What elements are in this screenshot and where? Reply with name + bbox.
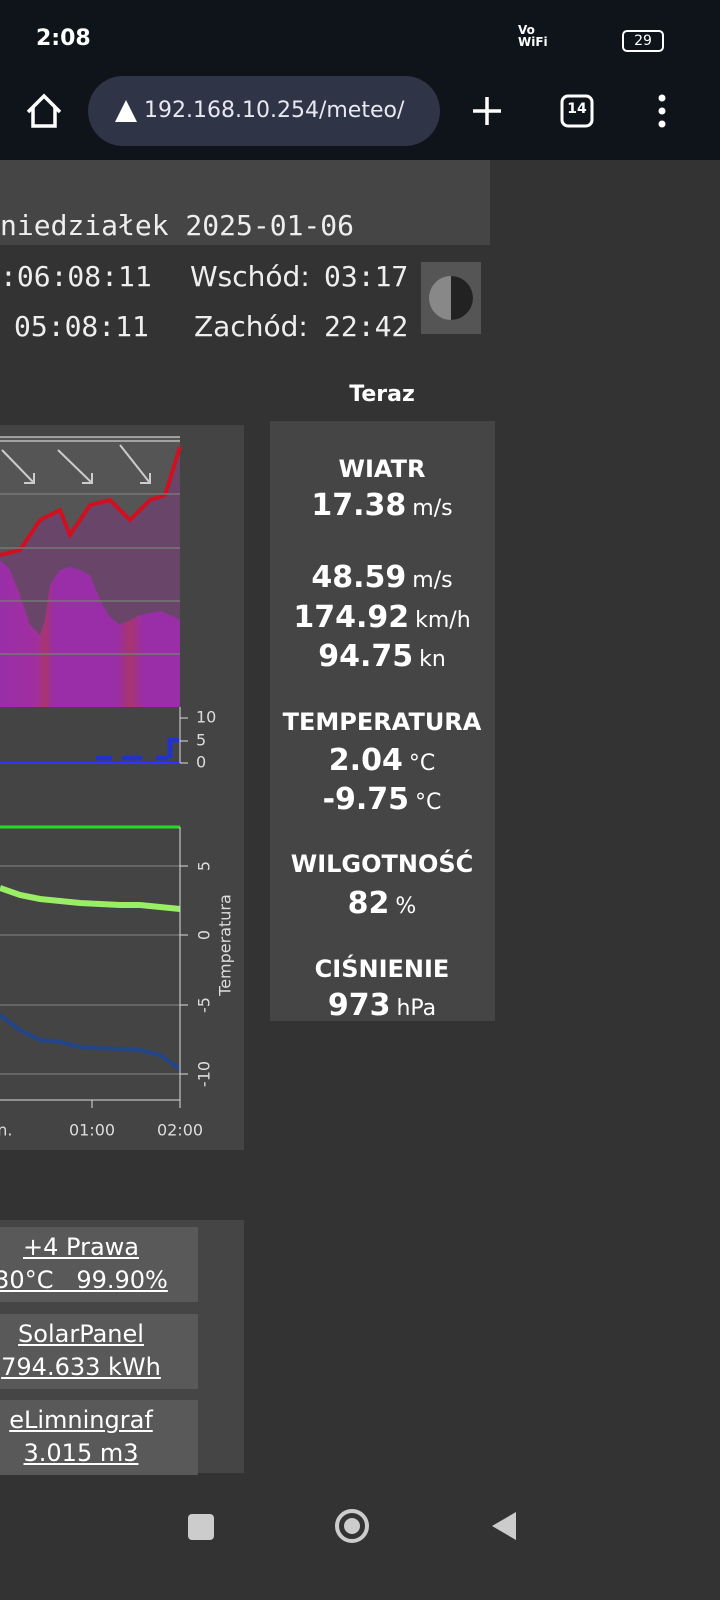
- unit: km/h: [415, 608, 471, 633]
- link-title[interactable]: SolarPanel: [18, 1319, 144, 1348]
- temp-tick-label: 5: [195, 861, 214, 871]
- recents-button[interactable]: [188, 1514, 214, 1540]
- temp-tick-label: 0: [195, 930, 214, 940]
- link-value[interactable]: 3.015 m3: [23, 1439, 139, 1467]
- url-bar[interactable]: [88, 76, 440, 146]
- value-row: 174.92 km/h: [293, 600, 470, 635]
- value-row: 94.75 kn: [318, 639, 446, 674]
- link-box: [0, 1400, 198, 1475]
- battery: 29: [622, 30, 664, 52]
- link-value[interactable]: 30°C 99.90%: [0, 1266, 168, 1294]
- date: niedziałek 2025-01-06: [0, 209, 355, 242]
- sunrise-time: 03:17: [324, 260, 409, 293]
- url-text[interactable]: 192.168.10.254/meteo/: [144, 98, 405, 123]
- group-label: TEMPERATURA: [282, 708, 482, 736]
- value: 17.38: [311, 488, 407, 523]
- unit: %: [395, 894, 417, 919]
- warning-icon: [115, 100, 137, 122]
- nav-bar: [188, 1509, 516, 1543]
- value-row: 2.04 °C: [329, 743, 435, 778]
- home-button[interactable]: [335, 1509, 369, 1543]
- tabs-icon[interactable]: [560, 94, 594, 128]
- value-row: 82%: [348, 886, 417, 921]
- unit: kn: [419, 647, 446, 672]
- back-button[interactable]: [492, 1512, 516, 1540]
- unit: hPa: [396, 996, 437, 1021]
- value: 94.75: [318, 639, 414, 674]
- moon-box: [421, 262, 481, 334]
- value: 2.04: [328, 743, 403, 778]
- value-row: 17.38 m/s: [311, 488, 452, 523]
- unit: m/s: [412, 496, 453, 521]
- network-bottom: WiFi: [518, 35, 548, 49]
- sunrise-label: Wschód:: [190, 260, 310, 293]
- current-panel: [270, 421, 495, 1021]
- temp-tick-label: -5: [195, 997, 214, 1013]
- time-row-1: :06:08:11: [0, 260, 152, 293]
- panel-title: Teraz: [349, 382, 415, 407]
- group-label: CIŚNIENIE: [314, 955, 450, 983]
- value: 82: [347, 886, 390, 921]
- rain-tick-label: 5: [196, 731, 206, 750]
- value-row: 48.59 m/s: [311, 560, 452, 595]
- value: -9.75: [322, 782, 410, 817]
- menu-dot[interactable]: [658, 94, 666, 102]
- sunset-label: Zachód:: [194, 310, 308, 343]
- network-label: Vo WiFi: [518, 24, 548, 48]
- menu-dot[interactable]: [658, 120, 666, 128]
- link-title[interactable]: +4 Prawa: [23, 1233, 139, 1261]
- home-icon[interactable]: [26, 93, 62, 128]
- rain-tick-label: 0: [196, 753, 206, 772]
- value: 973: [327, 988, 391, 1023]
- browser-icons: [26, 76, 666, 146]
- menu-dot[interactable]: [658, 107, 666, 115]
- group-label: WILGOTNOŚĆ: [290, 850, 474, 878]
- unit: m/s: [412, 568, 453, 593]
- value-row: -9.75 °C: [323, 782, 442, 817]
- clock-box: [0, 160, 490, 245]
- value-row: 973 hPa: [328, 988, 436, 1023]
- value: 174.92: [293, 600, 410, 635]
- x-tick-label: 02:00: [157, 1121, 203, 1140]
- unit: °C: [408, 751, 436, 776]
- charts: 10 5 0 5 0 -5 -10 Temperatura on. 01:00 02:00: [0, 425, 244, 1150]
- tab-count[interactable]: 14: [567, 101, 587, 117]
- temp-tick-label: -10: [195, 1061, 214, 1087]
- x-tick-label: on.: [0, 1121, 13, 1140]
- temp-axis-title: Temperatura: [216, 894, 235, 997]
- network-top: Vo: [518, 23, 535, 37]
- link-value[interactable]: 794.633 kWh: [1, 1352, 161, 1381]
- value: 48.59: [311, 560, 407, 595]
- new-tab-icon[interactable]: [473, 97, 501, 125]
- link-box: [0, 1313, 198, 1389]
- sunset-time: 22:42: [324, 310, 409, 343]
- group-label: WIATR: [338, 455, 426, 483]
- link-box: [0, 1227, 198, 1302]
- unit: °C: [415, 790, 442, 815]
- time-row-2: 05:08:11: [14, 310, 149, 343]
- status-time: 2:08: [36, 26, 91, 51]
- link-title[interactable]: eLimningraf: [9, 1406, 153, 1434]
- x-tick-label: 01:00: [69, 1121, 115, 1140]
- rain-tick-label: 10: [196, 708, 216, 727]
